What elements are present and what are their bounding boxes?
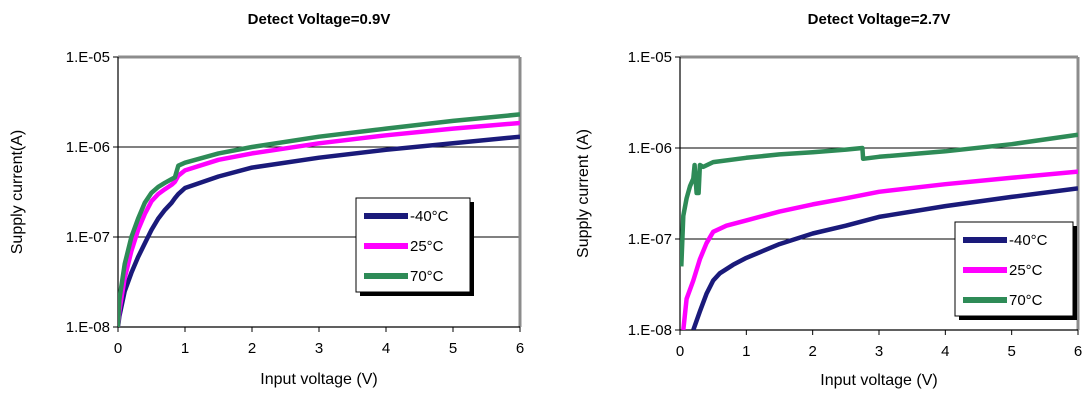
x-tick-label: 4	[382, 340, 390, 357]
chart-title: Detect Voltage=0.9V	[248, 11, 391, 28]
y-tick-label: 1.E-07	[628, 231, 672, 248]
y-tick-label: 1.E-05	[628, 49, 672, 66]
series-line--40°C	[118, 134, 520, 327]
x-tick-label: 0	[114, 340, 122, 357]
y-axis-label: Supply current (A)	[575, 129, 592, 258]
chart-1: 1.E-08 1.E-07 1.E-06 1.E-05 0 1 2 3 4 5 6 Detect Vo…	[9, 11, 524, 388]
x-tick-label: 5	[1007, 343, 1015, 360]
legend-label: 25°C	[1009, 262, 1043, 279]
legend-label: -40°C	[410, 208, 449, 225]
y-tick-label: 1.E-05	[66, 49, 110, 66]
x-tick-label: 3	[875, 343, 883, 360]
x-tick-label: 2	[248, 340, 256, 357]
series-line-25°C	[118, 120, 520, 327]
x-tick-label: 4	[941, 343, 949, 360]
legend-label: 25°C	[410, 238, 444, 255]
series-line-70°C	[680, 132, 1078, 267]
series-line-25°C	[681, 169, 1078, 330]
legend-label: 70°C	[410, 268, 444, 285]
x-tick-label: 6	[1074, 343, 1082, 360]
x-axis-label: Input voltage (V)	[820, 372, 937, 389]
x-tick-label: 1	[742, 343, 750, 360]
series-line-70°C	[118, 112, 520, 327]
x-tick-label: 3	[315, 340, 323, 357]
legend-label: -40°C	[1009, 232, 1048, 249]
y-tick-label: 1.E-06	[628, 140, 672, 157]
x-tick-label: 2	[808, 343, 816, 360]
x-tick-label: 1	[181, 340, 189, 357]
x-tick-label: 5	[449, 340, 457, 357]
x-tick-label: 0	[676, 343, 684, 360]
y-tick-label: 1.E-06	[66, 139, 110, 156]
chart-title: Detect Voltage=2.7V	[808, 11, 951, 28]
chart-2: 1.E-08 1.E-07 1.E-06 1.E-05 0 1 2 3 4 5 6 Detect Vo…	[575, 11, 1082, 389]
y-tick-label: 1.E-08	[628, 322, 672, 339]
y-axis-label: Supply current(A)	[9, 130, 26, 255]
y-tick-label: 1.E-07	[66, 229, 110, 246]
x-tick-label: 6	[516, 340, 524, 357]
series-line--40°C	[691, 186, 1078, 330]
y-tick-label: 1.E-08	[66, 319, 110, 336]
x-axis-label: Input voltage (V)	[260, 371, 377, 388]
legend-label: 70°C	[1009, 292, 1043, 309]
